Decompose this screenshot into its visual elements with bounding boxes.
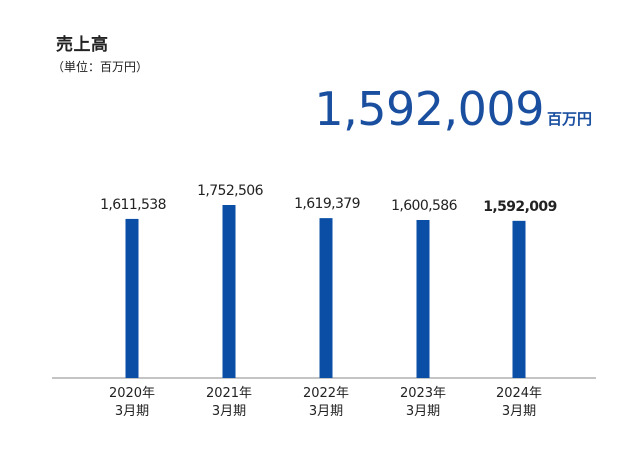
bar-1 (125, 218, 139, 378)
category-label-3-line-2: 3月期 (309, 404, 343, 419)
headline-value: 1,592,009 (314, 82, 544, 136)
chart-title: 売上高 (56, 35, 109, 55)
value-label-3: 1,619,379 (294, 196, 360, 212)
bar-3 (319, 218, 333, 378)
category-label-5-line-2: 3月期 (502, 404, 536, 419)
value-label-4: 1,600,586 (391, 198, 458, 214)
category-label-1-line-1: 2020年 (109, 386, 155, 401)
category-label-4-line-2: 3月期 (406, 404, 440, 419)
category-label-2-line-1: 2021年 (206, 386, 252, 401)
value-labels-group: 1,611,538 1,752,506 1,619,379 1,600,586 1,59… (100, 183, 557, 215)
headline-figure: 1,592,009 百万円 (314, 86, 592, 132)
bars-group (125, 205, 526, 378)
value-label-2: 1,752,506 (197, 183, 264, 199)
bar-4 (416, 219, 430, 378)
value-label-5: 1,592,009 (483, 199, 556, 215)
category-label-1-line-2: 3月期 (115, 404, 149, 419)
category-label-2-line-2: 3月期 (212, 404, 246, 419)
category-label-4-line-1: 2023年 (400, 386, 446, 401)
value-label-1: 1,611,538 (100, 197, 166, 213)
bar-2 (222, 205, 236, 378)
category-labels-group: 2020年 3月期 2021年 3月期 2022年 3月期 2023年 3月期 2024年 3月期 (109, 386, 542, 419)
bar-5 (512, 220, 526, 378)
headline-unit: 百万円 (546, 110, 592, 128)
category-label-3-line-1: 2022年 (303, 386, 349, 401)
category-label-5-line-1: 2024年 (496, 386, 542, 401)
unit-note: （単位：百万円） (52, 60, 149, 74)
